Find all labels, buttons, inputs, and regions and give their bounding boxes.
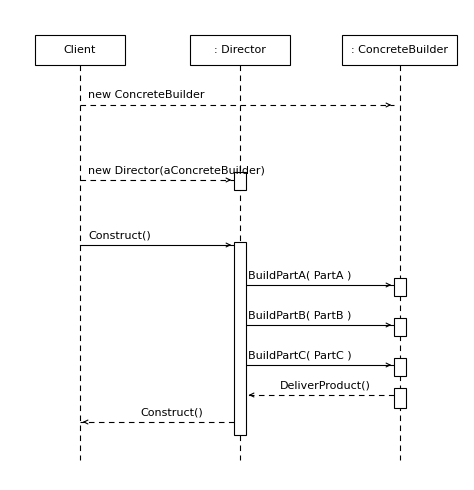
Text: new Director(aConcreteBuilder): new Director(aConcreteBuilder) [88, 165, 265, 175]
Bar [394, 358, 406, 376]
Text: Construct(): Construct() [140, 407, 203, 417]
Text: : Director: : Director [214, 45, 266, 55]
Text: new ConcreteBuilder: new ConcreteBuilder [88, 90, 204, 100]
Bar [190, 35, 290, 65]
Bar [234, 242, 246, 435]
Text: BuildPartA( PartA ): BuildPartA( PartA ) [248, 270, 351, 280]
Bar [394, 318, 406, 336]
Text: BuildPartC( PartC ): BuildPartC( PartC ) [248, 350, 352, 360]
Bar [343, 35, 457, 65]
Bar [234, 172, 246, 190]
Bar [35, 35, 125, 65]
Bar [394, 388, 406, 408]
Text: Client: Client [64, 45, 96, 55]
Text: : ConcreteBuilder: : ConcreteBuilder [352, 45, 448, 55]
Text: DeliverProduct(): DeliverProduct() [280, 380, 371, 390]
Text: BuildPartB( PartB ): BuildPartB( PartB ) [248, 310, 351, 320]
Bar [394, 278, 406, 296]
Text: Construct(): Construct() [88, 230, 151, 240]
